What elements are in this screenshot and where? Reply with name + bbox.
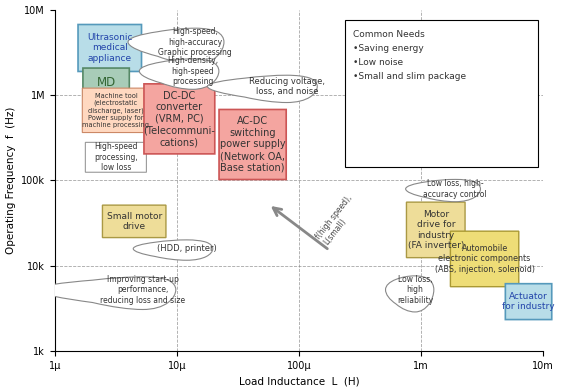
FancyBboxPatch shape [83, 68, 129, 96]
Ellipse shape [139, 59, 219, 89]
Ellipse shape [386, 276, 434, 312]
Text: DC-DC
converter
(VRM, PC)
(Telecommuni-
cations): DC-DC converter (VRM, PC) (Telecommuni- … [143, 91, 215, 147]
FancyBboxPatch shape [505, 284, 552, 319]
Text: Reducing voltage,
loss, and noise: Reducing voltage, loss, and noise [249, 77, 325, 96]
FancyBboxPatch shape [82, 88, 149, 132]
Text: Ultrasonic
medical
appliance: Ultrasonic medical appliance [87, 33, 133, 63]
Ellipse shape [133, 240, 213, 260]
Text: High-density,
high-speed
processing: High-density, high-speed processing [167, 56, 219, 86]
FancyBboxPatch shape [219, 109, 286, 180]
Text: Machine tool
(electrostatic
discharge, laser)
Power supply for
machine processin: Machine tool (electrostatic discharge, l… [83, 93, 149, 128]
Y-axis label: Operating Frequency  f  (Hz): Operating Frequency f (Hz) [6, 107, 16, 254]
Ellipse shape [37, 277, 176, 310]
Text: Actuator
for industry: Actuator for industry [502, 292, 555, 311]
Text: Low loss, high-
accuracy control: Low loss, high- accuracy control [424, 179, 487, 199]
Text: Automobile
electronic components
(ABS, injection, solenoid): Automobile electronic components (ABS, i… [434, 244, 534, 274]
FancyBboxPatch shape [450, 231, 519, 287]
Text: Common Needs
•Saving energy
•Low noise
•Small and slim package: Common Needs •Saving energy •Low noise •… [353, 30, 466, 81]
Text: f(low speed),
L(large): f(low speed), L(large) [354, 105, 405, 151]
X-axis label: Load Inductance  L  (H): Load Inductance L (H) [239, 376, 359, 387]
FancyBboxPatch shape [78, 25, 142, 71]
Text: Improving start-up
performance,
reducing loss and size: Improving start-up performance, reducing… [100, 275, 185, 305]
Text: Low loss,
high
reliability: Low loss, high reliability [397, 275, 433, 305]
Ellipse shape [128, 28, 224, 64]
Ellipse shape [207, 75, 318, 103]
Text: High-speed,
high-accuracy
Graphic processing: High-speed, high-accuracy Graphic proces… [158, 27, 232, 57]
FancyBboxPatch shape [144, 84, 215, 154]
FancyBboxPatch shape [85, 142, 147, 172]
Ellipse shape [406, 180, 481, 202]
Text: f(high speed),
L(small): f(high speed), L(small) [314, 193, 362, 247]
Text: AC-DC
switching
power supply
(Network OA,
Base station): AC-DC switching power supply (Network OA… [220, 116, 285, 173]
Text: Small motor
drive: Small motor drive [107, 212, 162, 231]
FancyBboxPatch shape [346, 20, 538, 167]
Text: High-speed
processing,
low loss: High-speed processing, low loss [94, 142, 138, 172]
Text: (HDD, printer): (HDD, printer) [157, 244, 216, 253]
FancyBboxPatch shape [102, 205, 166, 238]
Text: MD: MD [97, 76, 116, 89]
Text: Motor
drive for
industry
(FA inverter): Motor drive for industry (FA inverter) [407, 210, 464, 250]
FancyBboxPatch shape [406, 202, 465, 258]
